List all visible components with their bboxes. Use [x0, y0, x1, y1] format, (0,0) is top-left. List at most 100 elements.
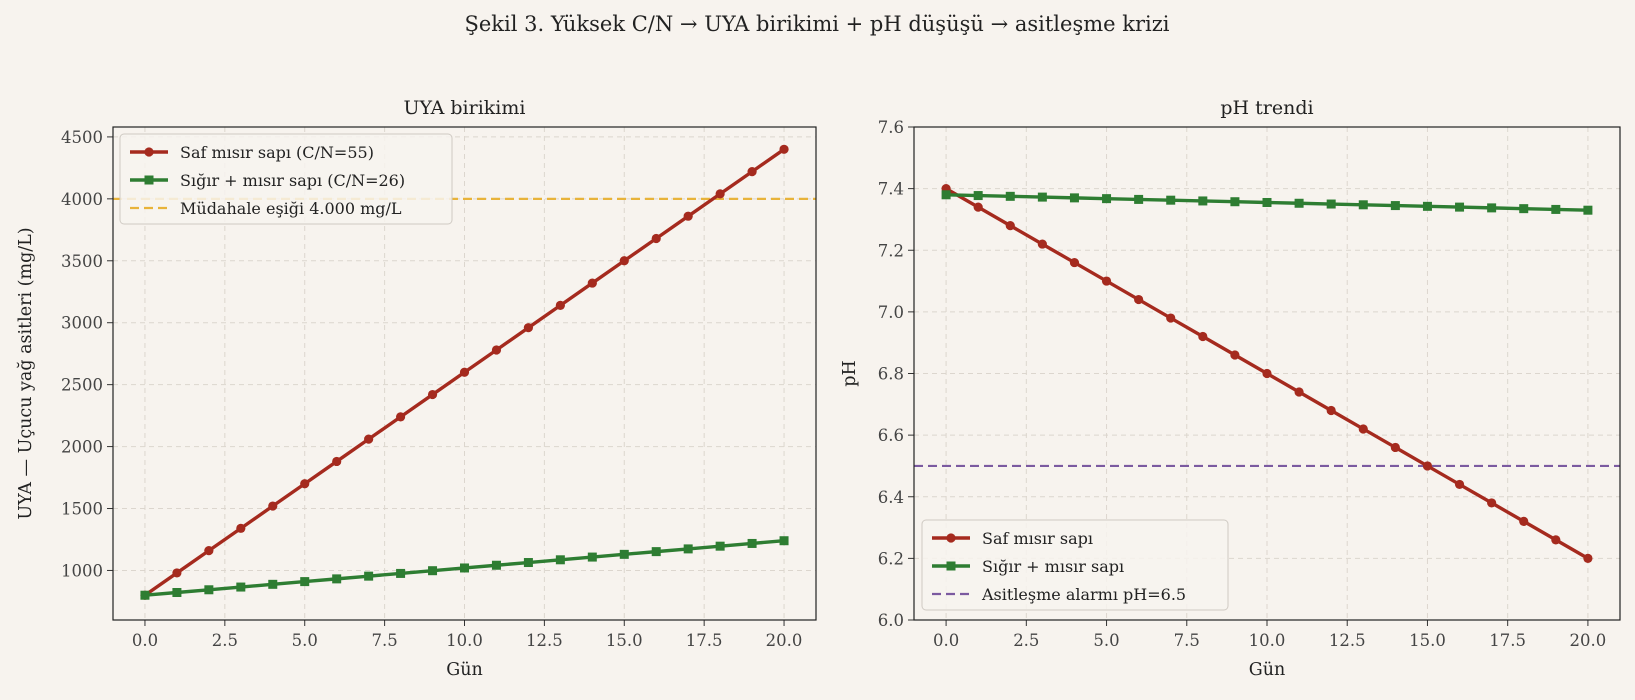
ph-series-1-point — [1583, 553, 1593, 563]
ph-series-1-point — [973, 202, 983, 212]
ph-series-1-point — [1519, 516, 1529, 527]
ph-legend-marker — [946, 533, 956, 543]
ph-plot-title: pH trendi — [1220, 97, 1313, 119]
vfa-series-1-point — [459, 367, 470, 377]
ph-series-1-point — [1487, 498, 1497, 508]
ph-series-1-point — [1358, 424, 1368, 434]
vfa-x-tick-label: 2.5 — [212, 631, 238, 650]
ph-y-tick-label: 7.2 — [878, 241, 904, 260]
ph-series-2-point — [1294, 198, 1304, 208]
vfa-y-tick-label: 1500 — [61, 500, 103, 519]
ph-series-1-point — [1454, 479, 1465, 490]
vfa-series-2-point — [619, 549, 629, 559]
ph-series-2-point — [973, 191, 983, 201]
vfa-series-2-point — [268, 579, 278, 589]
vfa-legend-label: Saf mısır sapı (C/N=55) — [180, 143, 374, 162]
vfa-x-tick-label: 7.5 — [371, 631, 397, 650]
ph-series-2-point — [1037, 192, 1047, 202]
vfa-y-tick-label: 2500 — [61, 376, 103, 395]
ph-series-1-point — [1422, 461, 1433, 471]
vfa-y-tick-label: 1000 — [61, 561, 103, 580]
vfa-series-2-point — [523, 558, 533, 568]
vfa-series-1-point — [779, 144, 789, 154]
ph-series-1-point — [1390, 442, 1400, 453]
ph-y-tick-label: 6.6 — [878, 426, 904, 445]
vfa-series-1-point — [587, 278, 597, 288]
ph-series-1-point — [1294, 387, 1304, 397]
ph-legend-box — [921, 519, 1229, 611]
vfa-series-1-point — [619, 256, 629, 266]
vfa-x-tick-label: 20.0 — [766, 631, 803, 650]
ph-x-tick-label: 7.5 — [1174, 631, 1200, 650]
ph-y-axis-label: pH — [840, 360, 860, 386]
vfa-series-1-point — [395, 412, 406, 422]
vfa-series-2-point — [491, 560, 501, 570]
ph-series-2-point — [1422, 201, 1432, 211]
ph-series-2-point — [1134, 194, 1144, 204]
ph-legend-label: Saf mısır sapı — [982, 529, 1093, 548]
vfa-y-tick-label: 4000 — [61, 190, 103, 209]
ph-series-2-point — [1102, 194, 1112, 204]
ph-series-2-point — [1519, 204, 1529, 214]
ph-series-2-point — [1326, 199, 1336, 209]
ph-y-tick-label: 7.4 — [878, 180, 904, 199]
ph-y-tick-label: 6.4 — [878, 488, 904, 507]
vfa-series-2-point — [460, 563, 469, 573]
ph-x-tick-label: 15.0 — [1409, 631, 1446, 650]
vfa-series-1-point — [747, 166, 757, 177]
vfa-series-2-point — [364, 571, 374, 581]
ph-y-tick-label: 6.0 — [878, 611, 904, 630]
vfa-series-2-point — [779, 536, 789, 546]
ph-series-2-point — [1455, 202, 1465, 212]
vfa-series-1-point — [523, 323, 534, 333]
vfa-series-1-point — [364, 434, 374, 444]
ph-y-tick-label: 6.2 — [878, 549, 904, 568]
vfa-series-2-point — [140, 590, 150, 600]
vfa-series-2-point — [428, 566, 438, 576]
vfa-accumulation-plot: 0.0 2.5 5.0 7.5 10.0 12.5 15.0 17.5 20.0 1000 1500… — [16, 97, 817, 680]
ph-series-2-point — [1551, 204, 1561, 214]
vfa-series-2-point — [587, 552, 597, 562]
ph-x-tick-label: 12.5 — [1329, 631, 1366, 650]
vfa-series-2-point — [651, 547, 661, 557]
vfa-x-tick-label: 15.0 — [606, 631, 643, 650]
vfa-x-tick-label: 17.5 — [686, 631, 723, 650]
ph-series-2-point — [1358, 200, 1368, 210]
vfa-series-1-point — [427, 389, 438, 400]
ph-series-1-point — [1551, 535, 1561, 545]
vfa-y-axis-label: UYA — Uçucu yağ asitleri (mg/L) — [16, 227, 36, 519]
ph-series-1-point — [1005, 221, 1015, 231]
vfa-plot-title: UYA birikimi — [404, 97, 526, 119]
vfa-legend-label: Sığır + mısır sapı (C/N=26) — [180, 171, 405, 190]
vfa-x-tick-label: 5.0 — [292, 631, 318, 650]
vfa-series-1-point — [268, 501, 278, 511]
vfa-series-1-point — [172, 568, 182, 578]
ph-series-2-point — [941, 190, 951, 200]
vfa-series-2-point — [300, 577, 310, 587]
vfa-series-2-point — [204, 585, 214, 595]
vfa-series-2-point — [396, 568, 406, 578]
ph-series-2-point — [1583, 205, 1593, 215]
vfa-series-2-point — [172, 588, 182, 598]
vfa-legend-marker — [144, 175, 154, 185]
vfa-series-1-point — [236, 523, 246, 533]
ph-y-tick-label: 7.0 — [878, 303, 904, 322]
vfa-series-1-point — [683, 211, 693, 221]
ph-series-2-point — [1230, 197, 1240, 207]
vfa-series-1-point — [651, 233, 661, 244]
vfa-series-1-point — [555, 300, 565, 310]
vfa-series-2-point — [683, 544, 693, 554]
vfa-series-2-point — [715, 541, 725, 551]
vfa-legend-label: Müdahale eşiği 4.000 mg/L — [180, 199, 402, 218]
vfa-series-1-point — [332, 456, 342, 467]
ph-legend-marker — [946, 561, 956, 571]
vfa-series-2-point — [236, 582, 246, 592]
ph-series-1-point — [1198, 331, 1208, 342]
vfa-series-1-point — [491, 345, 502, 355]
ph-y-tick-label: 7.6 — [878, 118, 904, 137]
ph-legend-label: Asitleşme alarmı pH=6.5 — [981, 585, 1186, 604]
ph-series-1-point — [1134, 294, 1144, 305]
vfa-x-axis-label: Gün — [446, 660, 483, 680]
ph-series-2-point — [1487, 203, 1497, 213]
